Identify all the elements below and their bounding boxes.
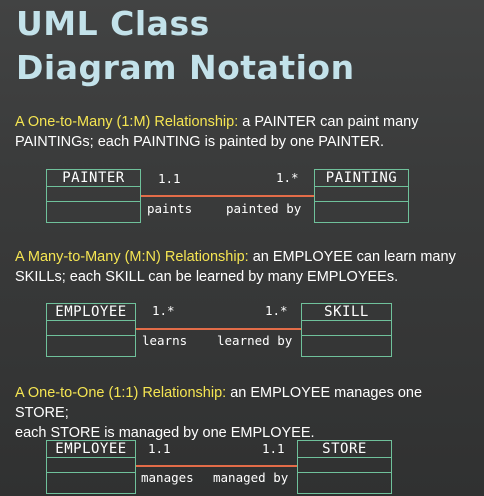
employee-store-relationship-line bbox=[136, 465, 297, 467]
many-to-many-text-line-2: SKILLs; each SKILL can be learned by man… bbox=[15, 269, 399, 285]
store-attributes-row bbox=[298, 458, 391, 473]
employee-attributes-row-2 bbox=[47, 458, 135, 473]
painted-by-label: painted by bbox=[226, 201, 302, 216]
one-to-one-text-line-2: each STORE is managed by one EMPLOYEE. bbox=[15, 425, 315, 441]
painting-attributes-row bbox=[315, 187, 408, 202]
one-to-many-text-line-1: a PAINTER can paint many bbox=[238, 114, 419, 130]
employee-skill-relationship-line bbox=[136, 328, 301, 330]
employee-store-multiplicity: 1.1 bbox=[148, 441, 171, 456]
skill-methods-row bbox=[302, 336, 391, 351]
employee-attributes-row-1 bbox=[47, 321, 135, 336]
one-to-many-heading: A One-to-Many (1:M) Relationship: bbox=[15, 114, 239, 130]
many-to-many-description: A Many-to-Many (M:N) Relationship: an EM… bbox=[15, 247, 477, 287]
store-class-box: STORE bbox=[297, 440, 392, 494]
skill-attributes-row bbox=[302, 321, 391, 336]
page-title-line-1: UML Class bbox=[16, 4, 210, 43]
one-to-one-description: A One-to-One (1:1) Relationship: an EMPL… bbox=[15, 383, 477, 443]
employee-methods-row-1 bbox=[47, 336, 135, 351]
painter-multiplicity: 1.1 bbox=[158, 171, 181, 186]
one-to-many-description: A One-to-Many (1:M) Relationship: a PAIN… bbox=[15, 112, 477, 152]
painter-class-name: PAINTER bbox=[47, 170, 140, 187]
employee-class-name-1: EMPLOYEE bbox=[47, 304, 135, 321]
one-to-one-text-line-1: an EMPLOYEE manages one STORE; bbox=[15, 385, 423, 421]
skill-class-name: SKILL bbox=[302, 304, 391, 321]
paints-label: paints bbox=[147, 201, 193, 216]
store-class-name: STORE bbox=[298, 441, 391, 458]
many-to-many-heading: A Many-to-Many (M:N) Relationship: bbox=[15, 249, 249, 265]
page-title-line-2: Diagram Notation bbox=[16, 48, 355, 87]
employee-methods-row-2 bbox=[47, 473, 135, 488]
one-to-one-heading: A One-to-One (1:1) Relationship: bbox=[15, 385, 227, 401]
painter-methods-row bbox=[47, 202, 140, 217]
painting-class-name: PAINTING bbox=[315, 170, 408, 187]
many-to-many-text-line-1: an EMPLOYEE can learn many bbox=[248, 249, 456, 265]
painting-multiplicity: 1.* bbox=[276, 170, 299, 185]
painting-methods-row bbox=[315, 202, 408, 217]
skill-class-box: SKILL bbox=[301, 303, 392, 357]
painter-attributes-row bbox=[47, 187, 140, 202]
skill-multiplicity: 1.* bbox=[265, 303, 288, 318]
painter-painting-relationship-line bbox=[141, 195, 314, 197]
employee-class-box-2: EMPLOYEE bbox=[46, 440, 136, 494]
painter-class-box: PAINTER bbox=[46, 169, 141, 223]
employee-class-box-1: EMPLOYEE bbox=[46, 303, 136, 357]
learned-by-label: learned by bbox=[217, 333, 293, 348]
store-methods-row bbox=[298, 473, 391, 488]
employee-class-name-2: EMPLOYEE bbox=[47, 441, 135, 458]
store-multiplicity: 1.1 bbox=[262, 441, 285, 456]
learns-label: learns bbox=[142, 333, 188, 348]
manages-label: manages bbox=[141, 470, 194, 485]
employee-skill-multiplicity: 1.* bbox=[152, 303, 175, 318]
painting-class-box: PAINTING bbox=[314, 169, 409, 223]
one-to-many-text-line-2: PAINTINGs; each PAINTING is painted by o… bbox=[15, 134, 385, 150]
managed-by-label: managed by bbox=[213, 470, 289, 485]
